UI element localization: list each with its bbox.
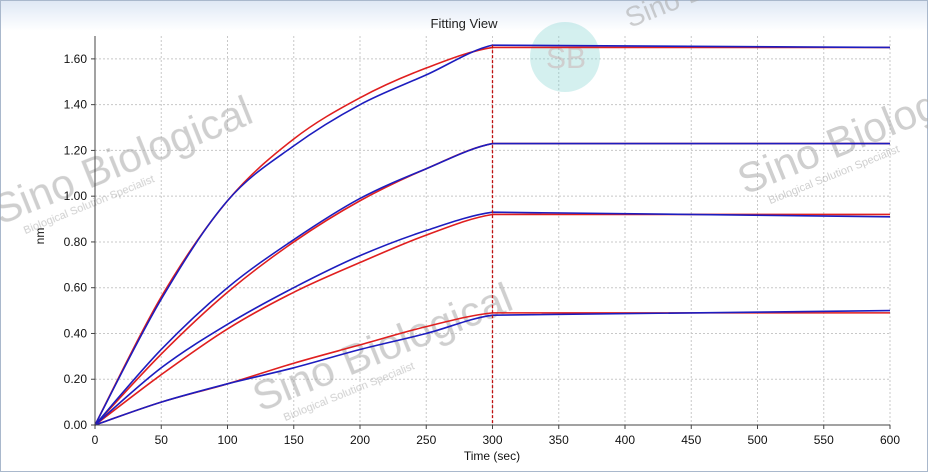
x-tick-label: 550: [814, 433, 834, 447]
x-tick-label: 300: [482, 433, 502, 447]
fit-curve-3: [94, 213, 890, 426]
fit-curve-1: [94, 46, 890, 426]
y-tick-label: 1.00: [64, 189, 88, 203]
x-tick-label: 600: [880, 433, 900, 447]
x-tick-label: 200: [350, 433, 370, 447]
x-tick-label: 50: [155, 433, 169, 447]
y-tick-label: 1.40: [64, 98, 88, 112]
x-axis-label: Time (sec): [464, 449, 520, 463]
x-tick-label: 400: [615, 433, 635, 447]
y-axis-label: nm: [33, 228, 47, 245]
y-tick-label: 0.60: [64, 281, 88, 295]
y-tick-label: 0.00: [64, 418, 88, 432]
x-tick-label: 500: [747, 433, 767, 447]
x-tick-label: 250: [416, 433, 436, 447]
watermark-logo: [530, 22, 600, 92]
x-tick-label: 0: [92, 433, 99, 447]
window-title: Fitting View: [430, 16, 498, 31]
x-tick-label: 150: [284, 433, 304, 447]
y-axis-ticks: 0.00 0.20 0.40 0.60 0.80 1.00 1.20 1.40 1.60: [64, 52, 95, 432]
measured-curve-2: [94, 142, 890, 426]
y-tick-label: 1.60: [64, 52, 88, 66]
x-axis-ticks: 0 50 100 150 200 250 300 350 400 450 500 550 600: [92, 425, 900, 447]
watermark-brand-top: Sino Biological: [621, 0, 803, 34]
x-tick-label: 100: [217, 433, 237, 447]
measured-curve-1: [94, 44, 891, 426]
y-tick-label: 1.20: [64, 143, 88, 157]
y-tick-label: 0.80: [64, 235, 88, 249]
y-tick-label: 0.40: [64, 326, 88, 340]
series: [94, 44, 891, 426]
x-tick-label: 350: [549, 433, 569, 447]
measured-curve-4: [94, 309, 891, 426]
measured-curve-3: [94, 211, 891, 426]
y-tick-label: 0.20: [64, 372, 88, 386]
x-tick-label: 450: [681, 433, 701, 447]
